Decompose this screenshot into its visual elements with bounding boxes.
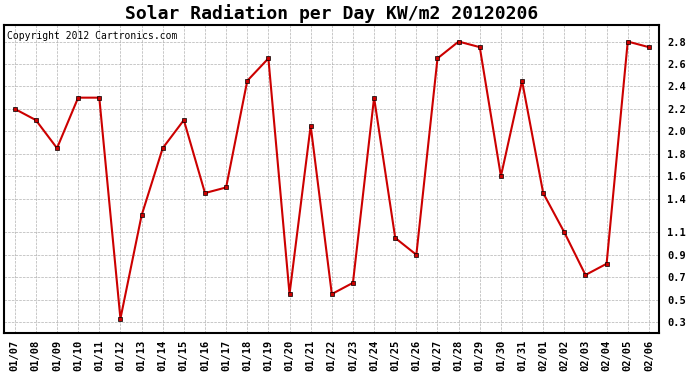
Title: Solar Radiation per Day KW/m2 20120206: Solar Radiation per Day KW/m2 20120206 — [125, 4, 538, 23]
Text: Copyright 2012 Cartronics.com: Copyright 2012 Cartronics.com — [8, 31, 178, 41]
